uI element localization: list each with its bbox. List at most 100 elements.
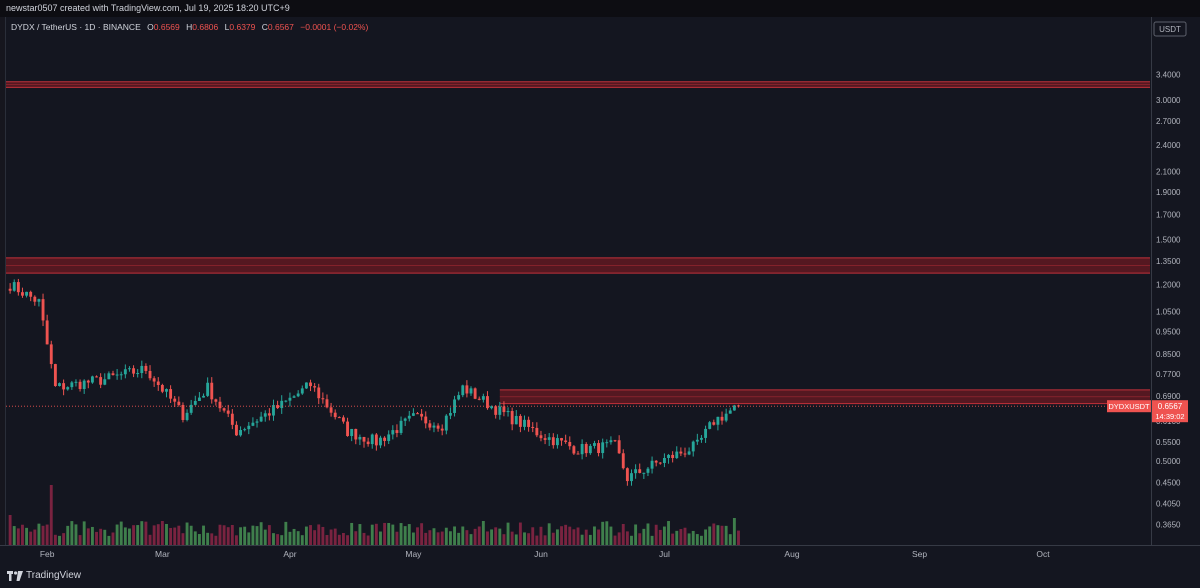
candle-body (41, 299, 45, 321)
price-tick-label: 0.6900 (1156, 392, 1181, 401)
candle-body (29, 291, 33, 297)
candle-body (403, 418, 407, 421)
candle-body (712, 422, 716, 425)
candle-body (440, 428, 444, 431)
candle-body (346, 421, 349, 437)
price-axis[interactable] (1151, 17, 1200, 545)
volume-bar (654, 524, 658, 545)
volume-bar (370, 524, 374, 545)
candle-body (625, 468, 629, 482)
candle-body (708, 422, 712, 429)
candle-body (617, 440, 621, 454)
candle-body (193, 400, 197, 405)
volume-bar (337, 534, 341, 545)
candle-body (486, 396, 489, 409)
volume-bar (226, 527, 230, 545)
volume-bar (309, 525, 312, 545)
volume-bar (12, 526, 16, 545)
candle-body (58, 383, 61, 387)
volume-bar (687, 533, 691, 545)
volume-bar (506, 522, 510, 545)
candle-body (593, 443, 596, 446)
volume-bar (712, 523, 716, 545)
volume-bar (531, 527, 535, 545)
volume-bar (341, 532, 345, 545)
volume-bar (621, 524, 625, 545)
candle-body (284, 400, 288, 402)
symbol-tag-text: DYDXUSDT (1108, 402, 1150, 411)
volume-bar (387, 522, 391, 545)
price-tick-label: 1.5000 (1156, 236, 1181, 245)
volume-bar (724, 525, 728, 545)
candle-body (263, 413, 267, 417)
candle-body (597, 443, 601, 454)
volume-bar (609, 526, 613, 545)
candle-body (555, 438, 559, 446)
candle-body (642, 472, 646, 474)
candle-body (33, 296, 37, 302)
bar-countdown: 14:39:02 (1155, 412, 1184, 421)
candle-body (428, 423, 432, 428)
volume-bar (518, 522, 522, 545)
candle-body (535, 427, 539, 436)
candle-body (654, 460, 658, 463)
candle-body (123, 369, 127, 375)
creator-text: newstar0507 created with TradingView.com… (6, 3, 290, 13)
candle-body (107, 373, 111, 380)
candle-body (687, 451, 691, 455)
candle-body (111, 373, 115, 376)
candle-body (288, 397, 292, 401)
candle-body (502, 406, 506, 413)
volume-bar (16, 528, 20, 545)
chart-pane[interactable] (5, 17, 1152, 545)
candle-body (90, 376, 94, 383)
volume-bar (74, 524, 78, 545)
candle-body (136, 373, 140, 375)
candle-body (416, 413, 419, 415)
candle-body (206, 382, 210, 396)
candle-body (506, 411, 510, 413)
volume-bar (37, 523, 41, 545)
volume-bar (272, 533, 275, 545)
volume-bar (650, 535, 654, 545)
volume-bar (617, 532, 621, 545)
volume-bar (700, 535, 703, 545)
volume-bar (82, 521, 86, 545)
volume-bar (601, 521, 605, 545)
volume-bar (243, 526, 247, 545)
volume-bar (111, 532, 115, 545)
volume-bar (140, 521, 144, 545)
open-label: O (147, 22, 154, 32)
candle-body (510, 411, 514, 425)
volume-bar (444, 527, 448, 545)
volume-bar (407, 524, 411, 545)
candle-body (21, 292, 24, 296)
volume-bar (691, 530, 695, 545)
volume-bar (185, 522, 189, 545)
volume-bar (662, 526, 666, 545)
candle-body (66, 387, 70, 390)
symbol-label: DYDX / TetherUS · 1D · BINANCE (11, 22, 141, 32)
volume-bar (333, 528, 337, 545)
volume-bar (58, 535, 61, 545)
volume-bar (584, 529, 588, 545)
volume-bar (49, 485, 53, 545)
candle-body (514, 415, 518, 425)
candle-body (399, 420, 403, 433)
volume-bar (156, 524, 160, 545)
currency-box[interactable] (1153, 21, 1187, 37)
price-tick-label: 0.7700 (1156, 370, 1181, 379)
volume-bar (103, 529, 107, 545)
candle-body (86, 380, 90, 383)
volume-bar (206, 532, 210, 545)
volume-bar (593, 526, 596, 545)
candle-body (724, 413, 728, 421)
volume-bar (210, 533, 214, 545)
candle-body (374, 434, 378, 446)
volume-bar (403, 526, 407, 545)
candle-body (547, 437, 551, 440)
time-axis[interactable] (0, 545, 1200, 588)
candle-body (156, 381, 160, 386)
volume-bar (547, 523, 551, 545)
